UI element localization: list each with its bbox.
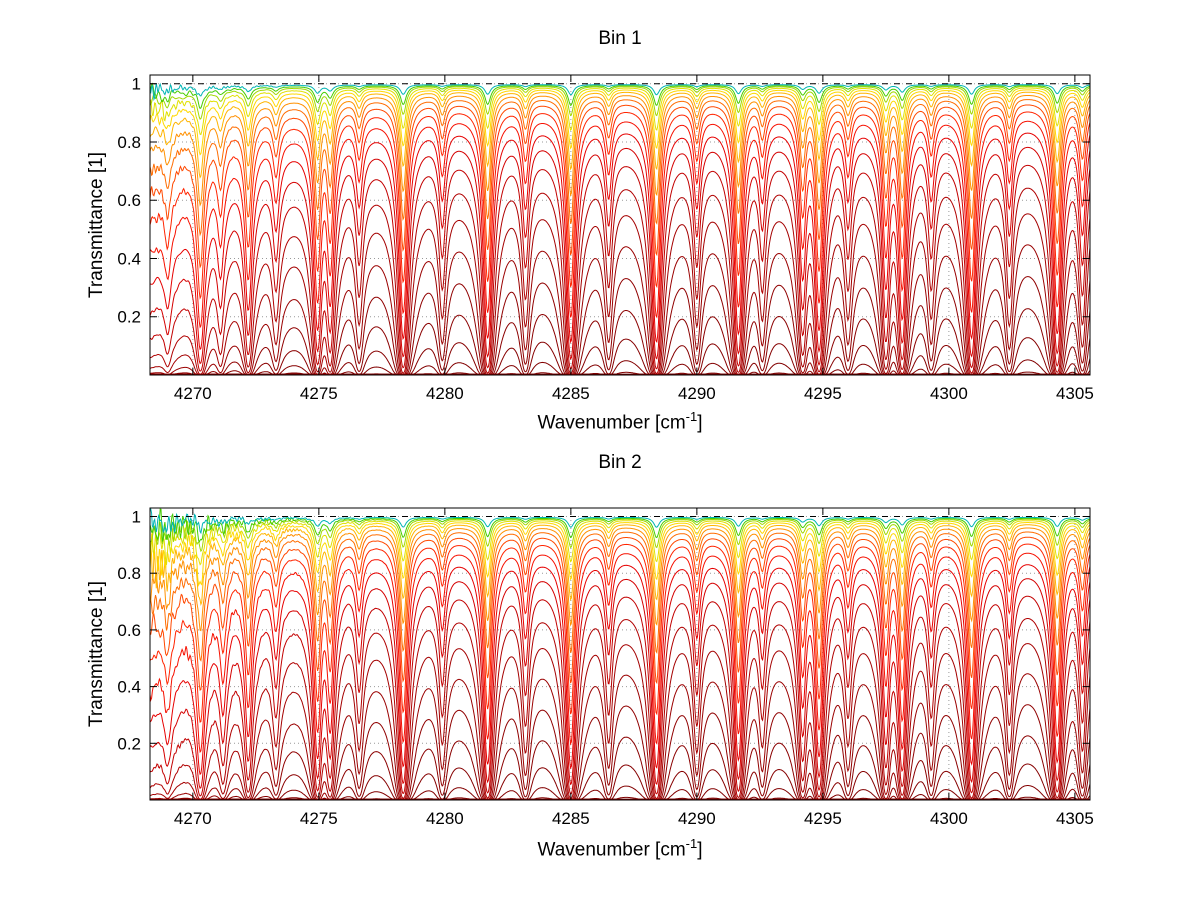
tick-labels: 4270 4275 4280 4285 4290 4295 4300 4305 0.2 0.4 0.… <box>117 508 1093 828</box>
x-tick-label: 4300 <box>930 809 968 828</box>
spectrum-curve <box>150 508 1090 535</box>
spectrum-curve <box>150 520 1090 566</box>
x-tick-label: 4300 <box>930 384 968 403</box>
x-tick-label: 4290 <box>678 809 716 828</box>
x-tick-label: 4290 <box>678 384 716 403</box>
title-bin1: Bin 1 <box>598 28 642 49</box>
spectrum-curve <box>150 89 1090 156</box>
xlabel-bin2-close: ] <box>697 839 703 861</box>
xlabel-bin1-superscript: -1 <box>685 409 698 424</box>
tick-marks <box>150 75 1090 375</box>
spectrum-curve <box>150 146 1090 365</box>
spectrum-curve <box>150 522 1090 587</box>
x-tick-label: 4285 <box>552 384 590 403</box>
spectrum-curve <box>150 536 1090 691</box>
spectrum-curve <box>150 735 1090 800</box>
spectrum-curve <box>150 337 1090 375</box>
x-tick-label: 4270 <box>174 384 212 403</box>
spectra-curves <box>150 82 1090 375</box>
xlabel-bin2-text: Wavenumber [cm <box>537 839 686 861</box>
spectrum-curve <box>150 187 1090 375</box>
spectrum-curve <box>150 531 1090 662</box>
spectrum-curve <box>150 508 1090 544</box>
spectrum-curve <box>150 643 1090 800</box>
subplot-1: 4270 4275 4280 4285 4290 4295 4300 4305 0.2 0.4 0.… <box>117 507 1094 828</box>
spectrum-curve <box>150 91 1090 179</box>
xlabel-bin2: Wavenumber [cm-1] <box>150 836 1090 861</box>
spectrum-curve <box>150 704 1090 800</box>
spectrum-curve <box>150 763 1090 800</box>
x-tick-label: 4275 <box>300 384 338 403</box>
spectrum-curve <box>150 673 1090 800</box>
spectrum-curve <box>150 578 1090 789</box>
spectrum-curve <box>150 132 1090 351</box>
title-bin2: Bin 2 <box>598 452 642 473</box>
x-tick-label: 4295 <box>804 809 842 828</box>
spectrum-curve <box>150 164 1090 372</box>
spectrum-curve <box>150 87 1090 136</box>
spectrum-curve <box>150 104 1090 269</box>
axis-box <box>149 74 1091 376</box>
xlabel-bin1: Wavenumber [cm-1] <box>150 409 1090 434</box>
spectrum-curve <box>150 213 1090 375</box>
spectrum-curve <box>150 564 1090 776</box>
grid <box>150 508 1090 800</box>
spectrum-curve <box>150 543 1090 723</box>
ylabel-bin1: Transmittance [1] <box>86 151 107 299</box>
x-tick-label: 4295 <box>804 384 842 403</box>
spectrum-curve <box>150 527 1090 632</box>
y-tick-label: 0.2 <box>117 734 141 753</box>
y-tick-label: 0.4 <box>117 678 141 697</box>
axis-box <box>149 507 1091 801</box>
x-tick-label: 4305 <box>1056 384 1094 403</box>
spectrum-curve <box>150 244 1090 375</box>
y-tick-label: 1 <box>132 75 141 94</box>
spectrum-curve <box>150 595 1090 797</box>
xlabel-bin1-text: Wavenumber [cm <box>537 412 686 434</box>
x-tick-label: 4280 <box>426 384 464 403</box>
subplot-0: 4270 4275 4280 4285 4290 4295 4300 4305 0.2 0.4 0.… <box>117 74 1094 403</box>
tick-labels: 4270 4275 4280 4285 4290 4295 4300 4305 0.2 0.4 0.… <box>117 75 1093 403</box>
tick-marks <box>150 508 1090 800</box>
x-tick-label: 4275 <box>300 809 338 828</box>
y-tick-label: 0.8 <box>117 133 141 152</box>
spectrum-curve <box>150 552 1090 754</box>
spectrum-curve <box>150 308 1090 375</box>
spectrum-curve <box>150 86 1090 120</box>
spectra-curves <box>150 508 1090 800</box>
y-tick-label: 0.6 <box>117 191 141 210</box>
spectrum-curve <box>150 95 1090 207</box>
spectrum-curve <box>150 524 1090 607</box>
xlabel-bin1-close: ] <box>697 412 703 434</box>
y-tick-label: 0.6 <box>117 621 141 640</box>
grid <box>150 75 1090 375</box>
spectrum-curve <box>150 82 1090 102</box>
x-tick-label: 4285 <box>552 809 590 828</box>
x-tick-label: 4270 <box>174 809 212 828</box>
spectrum-curve <box>150 111 1090 300</box>
xlabel-bin2-superscript: -1 <box>685 836 698 851</box>
spectrum-curve <box>150 120 1090 329</box>
spectrum-curve <box>150 276 1090 375</box>
x-tick-label: 4280 <box>426 809 464 828</box>
spectrum-curve <box>150 785 1090 800</box>
y-tick-label: 1 <box>132 508 141 527</box>
y-tick-label: 0.4 <box>117 249 141 268</box>
y-tick-label: 0.8 <box>117 564 141 583</box>
y-tick-label: 0.2 <box>117 308 141 327</box>
ylabel-bin2: Transmittance [1] <box>86 580 107 728</box>
spectrum-curve <box>150 359 1090 375</box>
x-tick-label: 4305 <box>1056 809 1094 828</box>
spectrum-curve <box>150 99 1090 237</box>
spectrum-curve <box>150 82 1090 110</box>
spectrum-curve <box>150 618 1090 800</box>
